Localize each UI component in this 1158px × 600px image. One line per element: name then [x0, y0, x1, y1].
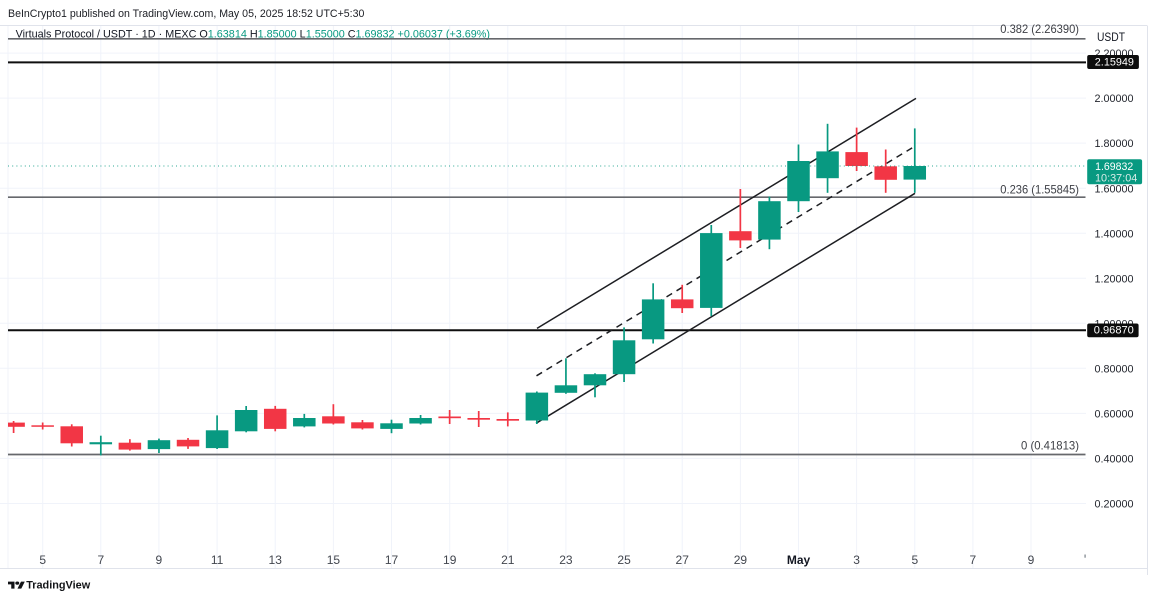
svg-text:29: 29	[734, 553, 748, 567]
svg-text:1.80000: 1.80000	[1095, 138, 1134, 150]
svg-text:May: May	[787, 553, 811, 567]
svg-text:1.69832: 1.69832	[1095, 161, 1133, 173]
svg-text:TradingView: TradingView	[26, 579, 90, 591]
svg-text:7: 7	[97, 553, 104, 567]
svg-text:0.236 (1.55845): 0.236 (1.55845)	[1000, 183, 1079, 196]
svg-text:0.80000: 0.80000	[1095, 363, 1134, 375]
svg-text:1.20000: 1.20000	[1095, 273, 1134, 285]
svg-text:3: 3	[853, 553, 860, 567]
svg-text:0 (0.41813): 0 (0.41813)	[1021, 440, 1079, 453]
svg-text:9: 9	[1028, 553, 1035, 567]
svg-text:10:37:04: 10:37:04	[1095, 173, 1137, 185]
svg-text:0.382 (2.26390): 0.382 (2.26390)	[1000, 23, 1079, 36]
svg-text:BeInCrypto1 published on Tradi: BeInCrypto1 published on TradingView.com…	[8, 8, 364, 20]
svg-text:2.00000: 2.00000	[1095, 93, 1134, 105]
svg-text:0.96870: 0.96870	[1094, 324, 1134, 336]
svg-text:7: 7	[970, 553, 977, 567]
svg-text:19: 19	[443, 553, 457, 567]
svg-text:27: 27	[676, 553, 690, 567]
svg-text:13: 13	[269, 553, 283, 567]
svg-text:2.15949: 2.15949	[1095, 56, 1134, 68]
svg-text:0.60000: 0.60000	[1095, 409, 1134, 421]
svg-text:15: 15	[327, 553, 341, 567]
svg-text:USDT: USDT	[1097, 32, 1125, 44]
svg-text:11: 11	[211, 553, 224, 567]
svg-text:21: 21	[501, 553, 515, 567]
svg-text:23: 23	[559, 553, 573, 567]
svg-text:Virtuals Protocol / USDT · 1D: Virtuals Protocol / USDT · 1D · MEXC O1.…	[16, 29, 490, 41]
svg-text:0.40000: 0.40000	[1095, 454, 1134, 466]
svg-text:5: 5	[911, 553, 918, 567]
svg-text:9: 9	[156, 553, 163, 567]
svg-text:5: 5	[39, 553, 46, 567]
svg-text:0.20000: 0.20000	[1095, 499, 1134, 511]
svg-text:25: 25	[617, 553, 631, 567]
svg-text:17: 17	[385, 553, 399, 567]
svg-text:1.40000: 1.40000	[1095, 228, 1134, 240]
svg-text:1.60000: 1.60000	[1095, 183, 1134, 195]
